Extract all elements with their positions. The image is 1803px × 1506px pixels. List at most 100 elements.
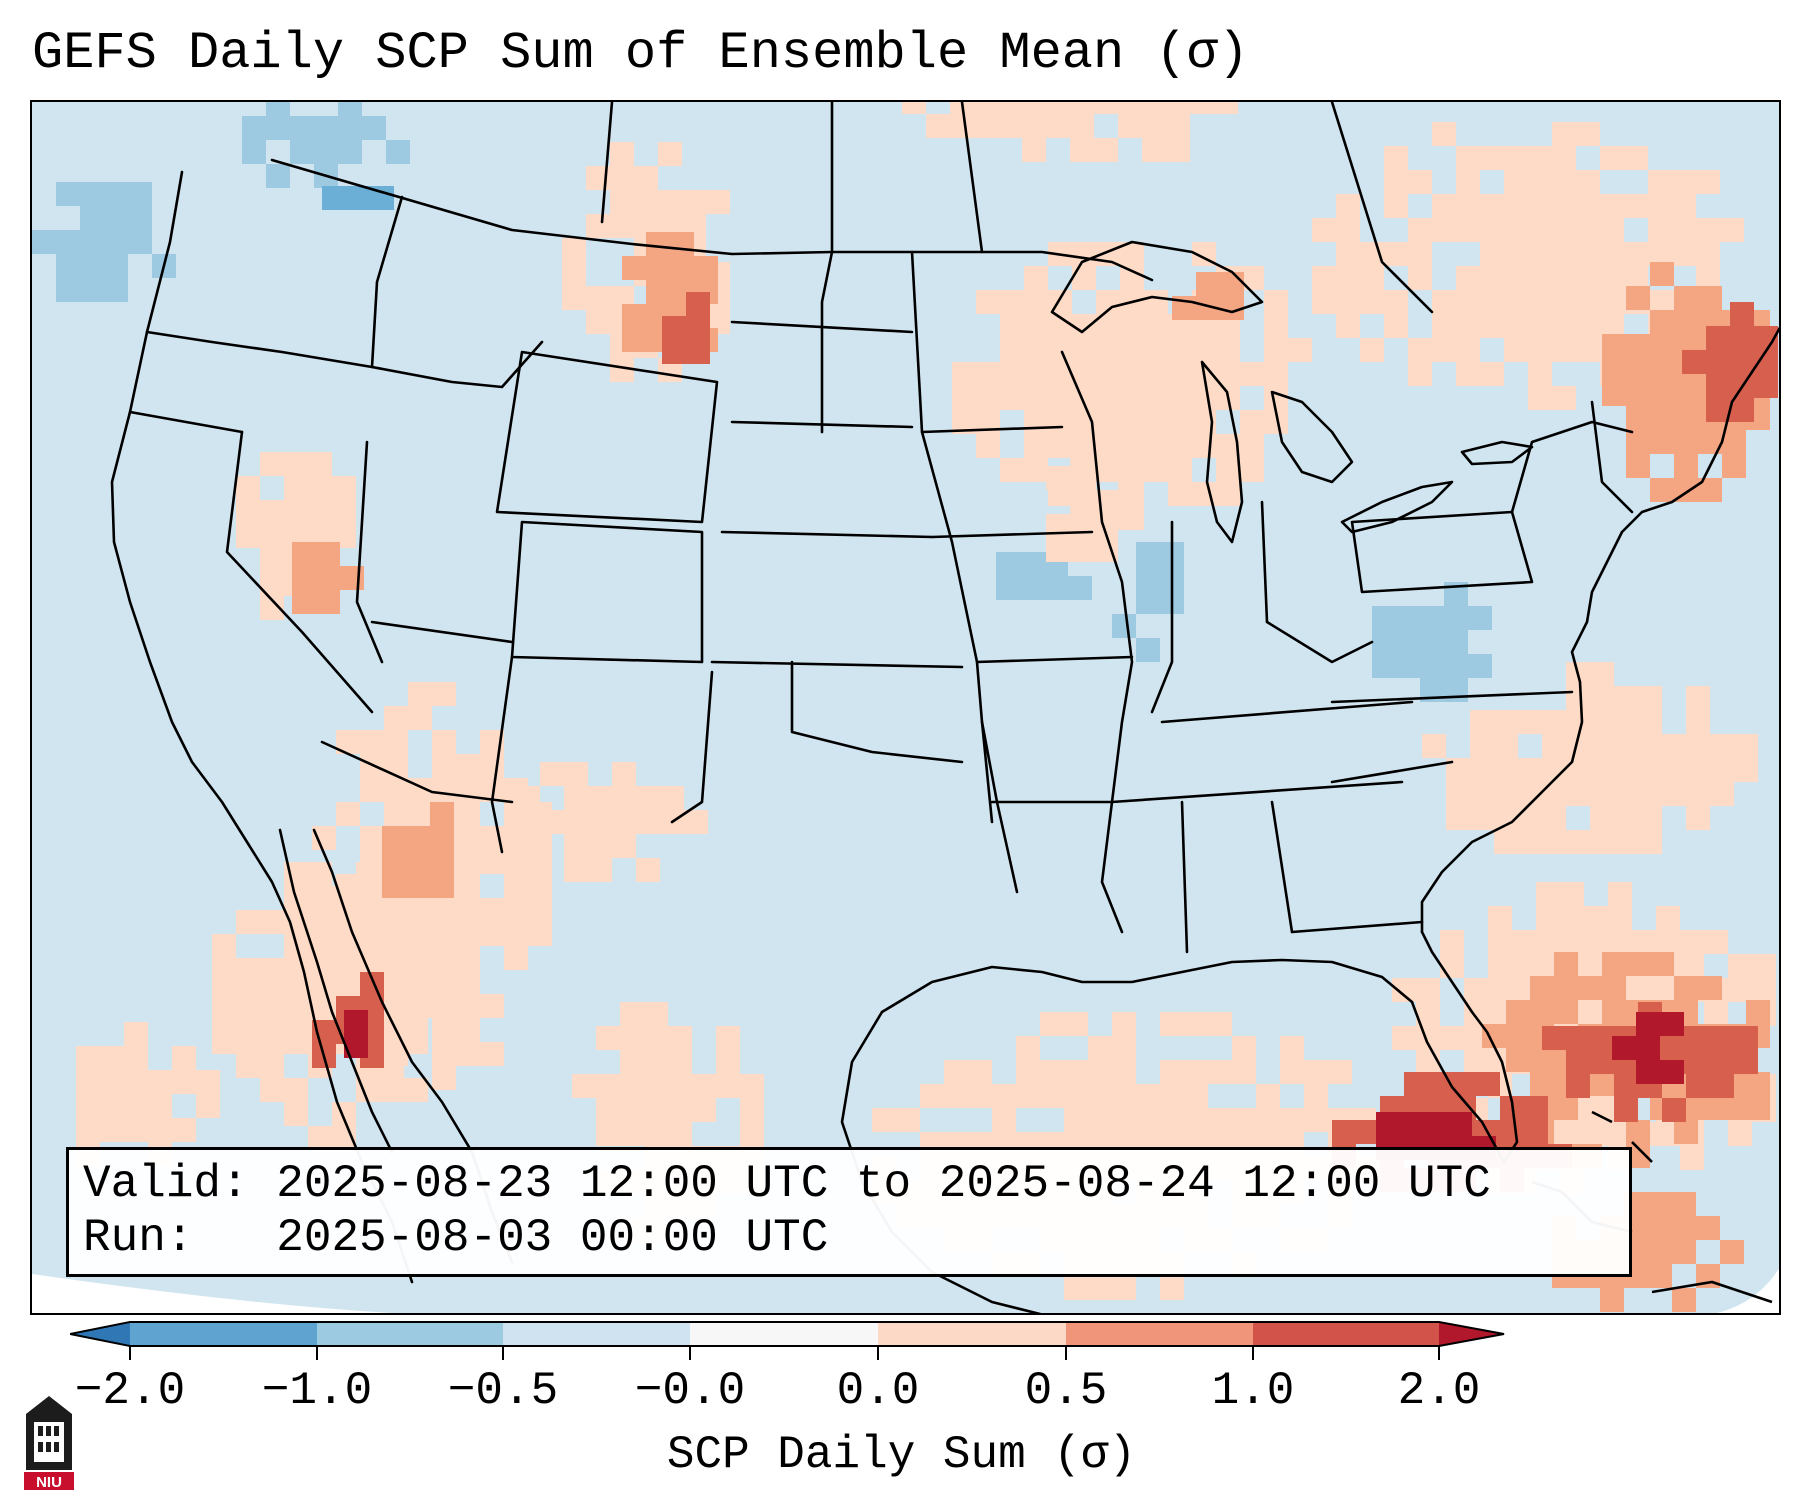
anomaly-cell <box>706 190 730 214</box>
anomaly-cell <box>480 754 504 778</box>
anomaly-cell <box>1530 1048 1554 1072</box>
anomaly-cell <box>1554 976 1578 1000</box>
anomaly-cell <box>1384 170 1408 194</box>
anomaly-cell <box>1432 338 1456 362</box>
anomaly-cell <box>1600 146 1624 170</box>
anomaly-cell <box>1336 266 1360 290</box>
anomaly-cell <box>308 1126 332 1150</box>
anomaly-cell <box>80 206 104 230</box>
anomaly-cell <box>260 524 284 548</box>
anomaly-cell <box>1024 458 1048 482</box>
anomaly-cell <box>384 706 408 730</box>
anomaly-cell <box>1000 338 1024 362</box>
anomaly-cell <box>1264 290 1288 314</box>
anomaly-cell <box>1288 338 1312 362</box>
anomaly-cell <box>332 476 356 500</box>
anomaly-cell <box>1650 334 1674 358</box>
anomaly-cell <box>1384 242 1408 266</box>
anomaly-cell <box>992 1108 1016 1132</box>
logo-text: NIU <box>36 1474 62 1491</box>
anomaly-cell <box>588 810 612 834</box>
anomaly-cell <box>1304 1060 1328 1084</box>
anomaly-cell <box>456 922 480 946</box>
anomaly-cell <box>1470 710 1494 734</box>
anomaly-cell <box>586 286 610 310</box>
anomaly-cell <box>1136 590 1160 614</box>
anomaly-cell <box>646 256 670 280</box>
plains-east <box>910 250 994 824</box>
anomaly-cell <box>1096 410 1120 434</box>
anomaly-cell <box>1566 710 1590 734</box>
anomaly-cell <box>1440 1026 1464 1050</box>
anomaly-cell <box>1590 734 1614 758</box>
anomaly-cell <box>1494 734 1518 758</box>
anomaly-cell <box>1240 362 1264 386</box>
colorbar-tick-label: −2.0 <box>74 1365 186 1417</box>
anomaly-cell <box>646 232 670 256</box>
anomaly-cell <box>1312 266 1336 290</box>
anomaly-cell <box>1168 434 1192 458</box>
anomaly-cell <box>1734 1050 1758 1074</box>
anomaly-cell <box>1420 630 1444 654</box>
anomaly-cell <box>1144 290 1168 314</box>
colorbar <box>69 1318 1736 1368</box>
anomaly-cell <box>686 316 710 340</box>
anomaly-cell <box>622 328 646 352</box>
anomaly-cell <box>1560 882 1584 906</box>
anomaly-cell <box>1118 466 1142 490</box>
anomaly-cell <box>1614 806 1638 830</box>
anomaly-cell <box>612 762 636 786</box>
anomaly-cell <box>1360 266 1384 290</box>
anomaly-cell <box>100 1094 124 1118</box>
anomaly-cell <box>1680 1146 1704 1170</box>
anomaly-field <box>32 102 1778 1312</box>
anomaly-cell <box>610 142 634 166</box>
anomaly-cell <box>1160 1060 1184 1084</box>
anomaly-cell <box>480 898 504 922</box>
anomaly-cell <box>1734 1026 1758 1050</box>
anomaly-cell <box>634 190 658 214</box>
anomaly-cell <box>1638 806 1662 830</box>
az-south <box>320 740 514 804</box>
anomaly-cell <box>1136 566 1160 590</box>
anomaly-cell <box>662 316 686 340</box>
anomaly-cell <box>1408 170 1432 194</box>
anomaly-cell <box>1464 1050 1488 1074</box>
anomaly-cell <box>432 754 456 778</box>
anomaly-cell <box>236 910 260 934</box>
anomaly-cell <box>1710 1074 1734 1098</box>
anomaly-cell <box>1728 954 1752 978</box>
anomaly-cell <box>1746 1096 1770 1120</box>
lake-superior <box>1050 240 1264 334</box>
nm-tx <box>670 670 714 824</box>
chart-title: GEFS Daily SCP Sum of Ensemble Mean (σ) <box>32 24 1249 83</box>
anomaly-cell <box>1160 1084 1184 1108</box>
anomaly-cell <box>456 850 480 874</box>
colorbar-tick-label: −0.0 <box>634 1365 746 1417</box>
anomaly-cell <box>1024 386 1048 410</box>
anomaly-cell <box>670 232 694 256</box>
anomaly-cell <box>1384 314 1408 338</box>
anomaly-cell <box>1016 1084 1040 1108</box>
anomaly-cell <box>504 898 528 922</box>
anomaly-cell <box>1552 242 1576 266</box>
anomaly-cell <box>1064 1108 1088 1132</box>
anomaly-cell <box>1554 952 1578 976</box>
anomaly-cell <box>80 254 104 278</box>
anomaly-cell <box>308 452 332 476</box>
anomaly-cell <box>1636 1012 1660 1036</box>
anomaly-cell <box>1070 138 1094 162</box>
va-nc <box>1330 690 1574 704</box>
anomaly-cell <box>1120 338 1144 362</box>
anomaly-cell <box>596 1098 620 1122</box>
anomaly-cell <box>308 500 332 524</box>
anomaly-cell <box>1542 734 1566 758</box>
lake-huron <box>1270 390 1354 484</box>
anomaly-cell <box>104 206 128 230</box>
anomaly-cell <box>1232 1036 1256 1060</box>
anomaly-cell <box>1706 350 1730 374</box>
anomaly-cell <box>1674 406 1698 430</box>
anomaly-cell <box>1648 1192 1672 1216</box>
anomaly-cell <box>1662 734 1686 758</box>
anomaly-cell <box>564 834 588 858</box>
